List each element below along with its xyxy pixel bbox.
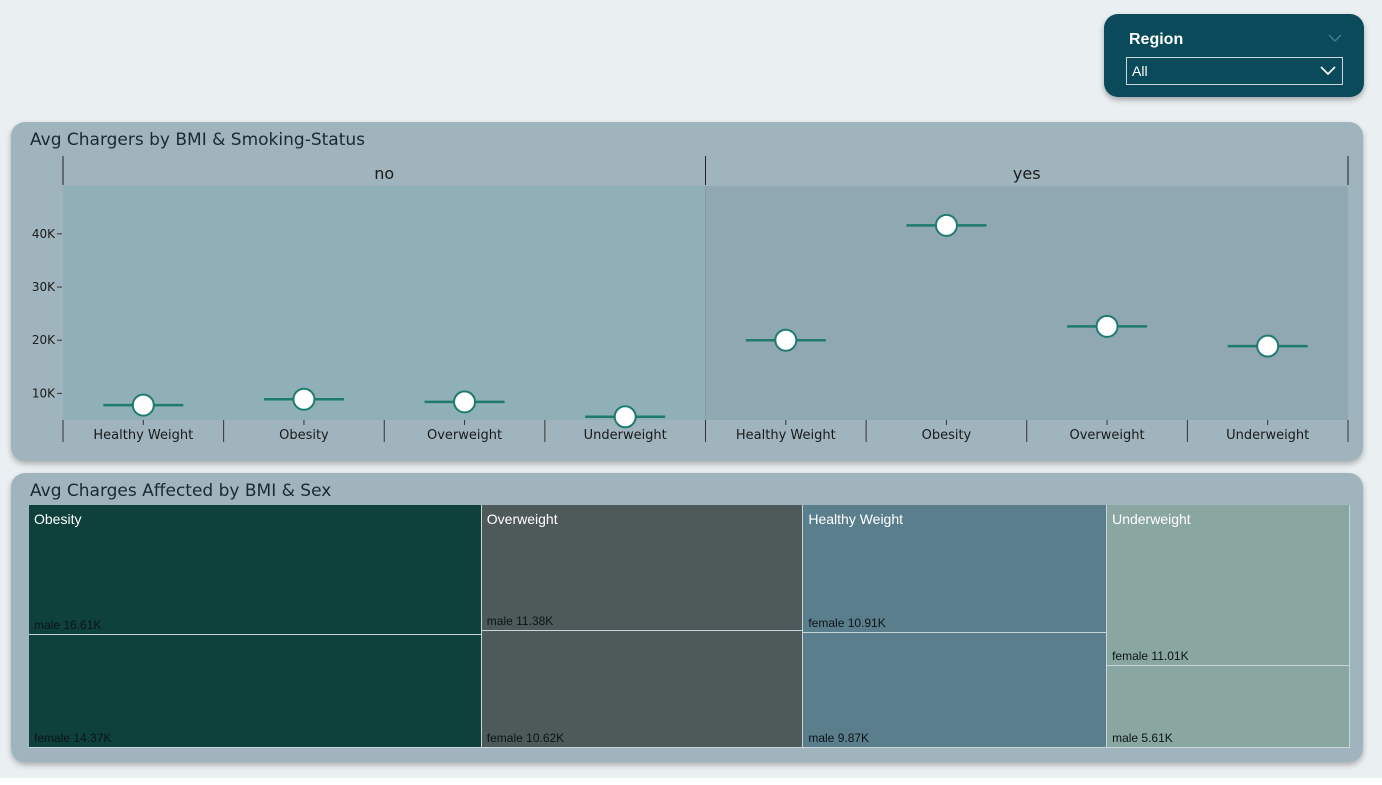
region-slicer: Region All [1104, 14, 1364, 97]
panel-no-background [63, 186, 706, 420]
x-tick-label: Obesity [922, 428, 972, 443]
panel-label-no: no [374, 164, 394, 183]
treemap-value-label: female 10.62K [486, 730, 565, 745]
treemap-value-label: female 10.91K [808, 615, 886, 630]
data-point-no [453, 390, 477, 414]
bmi-smoking-chart-panel: Avg Chargers by BMI & Smoking-Status no y… [11, 122, 1363, 461]
y-tick-label: 40K [32, 227, 56, 241]
y-tick-label: 30K [32, 280, 56, 294]
treemap-category-label: Obesity [34, 511, 82, 527]
treemap-category-label: Healthy Weight [808, 511, 904, 527]
treemap-cell: male 5.61K [1107, 665, 1350, 748]
treemap-cell: Healthy Weight female 10.91K [803, 505, 1108, 633]
x-tick-label: Underweight [1226, 428, 1309, 443]
data-point-yes [1095, 314, 1119, 338]
x-tick-label: Healthy Weight [736, 428, 836, 443]
bmi-sex-chart-panel: Avg Charges Affected by BMI & Sex Obesit… [11, 473, 1363, 762]
treemap-cell: male 9.87K [803, 632, 1108, 748]
region-dropdown[interactable]: All [1126, 57, 1343, 85]
data-point-yes [934, 213, 958, 237]
data-point-no [292, 387, 316, 411]
chart-title: Avg Charges Affected by BMI & Sex [30, 481, 332, 501]
treemap-value-label: male 9.87K [808, 730, 870, 745]
treemap-cell: female 10.62K [481, 630, 804, 748]
slicer-title: Region [1129, 31, 1184, 48]
x-tick-label: Overweight [1070, 428, 1145, 443]
region-dropdown-value: All [1132, 63, 1148, 79]
data-point-no [613, 405, 637, 429]
treemap-value-label: male 16.61K [34, 618, 102, 633]
chart-title: Avg Chargers by BMI & Smoking-Status [30, 130, 365, 150]
bottom-strip [0, 778, 1382, 785]
treemap-value-label: female 14.37K [34, 730, 112, 745]
panel-label-yes: yes [1013, 164, 1041, 183]
chevron-down-icon[interactable] [1328, 34, 1342, 42]
treemap-cell: Overweight male 11.38K [481, 505, 804, 631]
treemap-cell: female 14.37K [29, 635, 482, 748]
treemap-cell: Underweight female 11.01K [1107, 505, 1350, 666]
treemap-value-label: male 11.38K [486, 613, 554, 628]
treemap-cell: Obesity male 16.61K [29, 505, 482, 636]
treemap-value-label: male 5.61K [1112, 730, 1173, 745]
treemap-category-label: Underweight [1112, 511, 1191, 527]
y-tick-label: 20K [32, 333, 56, 347]
data-point-yes [774, 328, 798, 352]
x-tick-label: Overweight [427, 428, 502, 443]
chevron-down-icon [1320, 66, 1336, 76]
x-tick-label: Obesity [279, 428, 329, 443]
data-point-no [131, 393, 155, 417]
x-tick-label: Healthy Weight [93, 428, 193, 443]
treemap-value-label: female 11.01K [1112, 648, 1189, 663]
bmi-smoking-scatter: no yes 10K 20K 30K 40K Healthy Weight Obesity Ov… [32, 156, 1349, 443]
bmi-sex-treemap: Obesity male 16.61K female 14.37K Overweigh… [29, 505, 1350, 748]
panel-yes-background [705, 186, 1348, 420]
data-point-yes [1256, 334, 1280, 358]
x-tick-label: Underweight [584, 428, 667, 443]
treemap-category-label: Overweight [486, 511, 558, 527]
y-tick-label: 10K [32, 386, 56, 400]
